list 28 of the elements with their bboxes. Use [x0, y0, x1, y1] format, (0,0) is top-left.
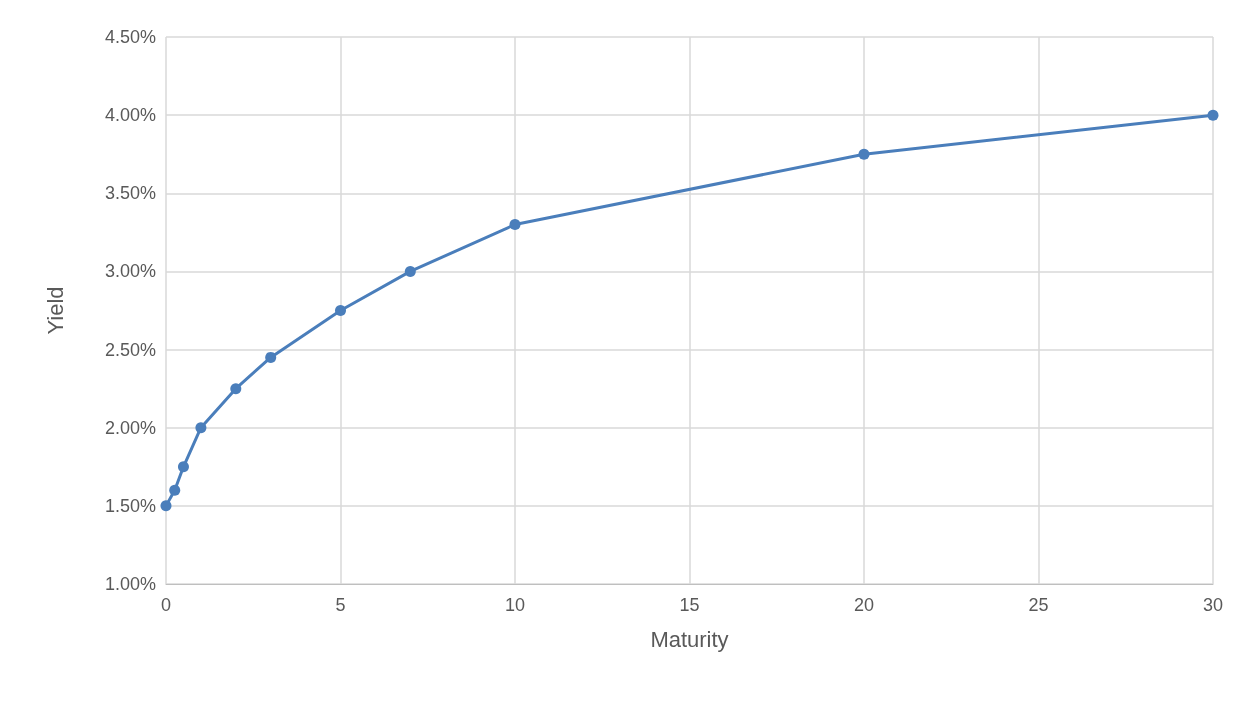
point [509, 219, 521, 231]
x-tick-label: 0 [160, 595, 172, 615]
point [230, 383, 242, 395]
x-tick-label: 25 [1028, 595, 1049, 615]
x-tick-label: 5 [335, 595, 346, 615]
y-tick-label: 4.50% [104, 27, 156, 47]
point [177, 461, 189, 473]
x-tick-label: 10 [504, 595, 526, 615]
point [169, 484, 181, 496]
y-tick-label: 2.00% [104, 417, 156, 438]
x-tick-label: 15 [679, 595, 700, 615]
y-axis-title: Yield [42, 286, 68, 335]
point [1207, 109, 1219, 121]
y-tick-label: 2.50% [104, 339, 156, 360]
x-tick-label: 30 [1202, 595, 1224, 615]
y-tick-label: 1.00% [104, 574, 156, 594]
point [265, 351, 277, 363]
point [404, 265, 416, 277]
y-tick-label: 3.00% [104, 261, 156, 282]
y-tick-label: 1.50% [104, 495, 156, 516]
point [335, 305, 346, 316]
y-tick-label: 4.00% [104, 105, 156, 126]
y-tick-label: 3.50% [104, 183, 156, 204]
x-tick-label: 20 [853, 595, 875, 615]
x-axis-title: Maturity [650, 626, 729, 652]
point [858, 148, 870, 160]
point [160, 500, 172, 512]
point [195, 422, 207, 434]
